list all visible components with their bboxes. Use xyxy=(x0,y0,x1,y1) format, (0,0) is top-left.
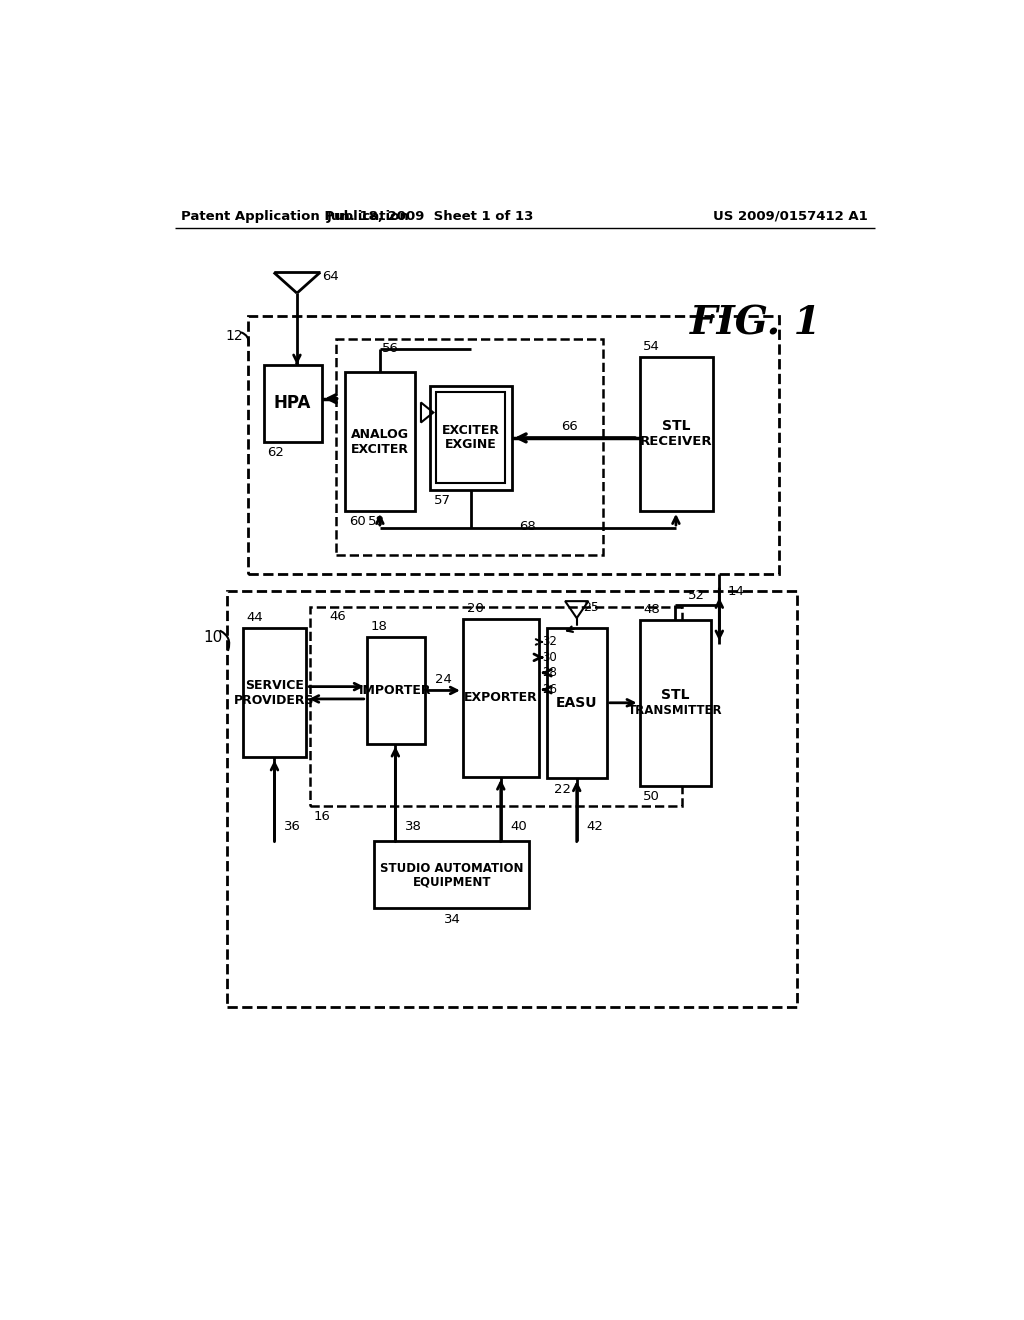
Text: 26: 26 xyxy=(542,684,557,696)
Text: FIG. 1: FIG. 1 xyxy=(690,305,821,343)
Bar xyxy=(263,364,322,442)
Text: EXGINE: EXGINE xyxy=(444,438,497,451)
Text: 32: 32 xyxy=(542,635,557,648)
Text: 16: 16 xyxy=(314,810,331,824)
Text: US 2009/0157412 A1: US 2009/0157412 A1 xyxy=(714,210,868,223)
Bar xyxy=(367,638,425,743)
Text: EQUIPMENT: EQUIPMENT xyxy=(413,875,492,888)
Text: STUDIO AUTOMATION: STUDIO AUTOMATION xyxy=(380,862,523,875)
Text: SERVICE: SERVICE xyxy=(245,678,304,692)
Text: 68: 68 xyxy=(519,520,537,533)
Text: EASU: EASU xyxy=(556,696,597,710)
Text: 58: 58 xyxy=(369,515,385,528)
Text: 30: 30 xyxy=(542,651,557,664)
Text: PROVIDERS: PROVIDERS xyxy=(234,694,314,708)
Text: 40: 40 xyxy=(510,820,526,833)
Bar xyxy=(640,358,713,511)
Text: 48: 48 xyxy=(643,603,660,616)
Text: 22: 22 xyxy=(554,783,571,796)
Text: IMPORTER: IMPORTER xyxy=(359,684,432,697)
Text: 28: 28 xyxy=(542,667,557,680)
Text: 60: 60 xyxy=(349,515,366,528)
Bar xyxy=(345,372,415,511)
Text: EXCITER: EXCITER xyxy=(441,425,500,437)
Text: Patent Application Publication: Patent Application Publication xyxy=(180,210,409,223)
Text: 18: 18 xyxy=(371,620,387,634)
Bar xyxy=(227,591,797,1007)
Text: HPA: HPA xyxy=(273,395,311,412)
Text: Jun. 18, 2009  Sheet 1 of 13: Jun. 18, 2009 Sheet 1 of 13 xyxy=(327,210,534,223)
Text: 54: 54 xyxy=(643,339,660,352)
Text: 57: 57 xyxy=(434,494,452,507)
Bar xyxy=(436,392,506,483)
Text: 46: 46 xyxy=(330,610,346,623)
Bar xyxy=(430,385,512,490)
Text: 42: 42 xyxy=(586,820,603,833)
Text: 52: 52 xyxy=(688,589,706,602)
Text: 38: 38 xyxy=(404,820,422,833)
Text: 14: 14 xyxy=(727,585,744,598)
Bar xyxy=(243,628,306,758)
Text: EXPORTER: EXPORTER xyxy=(464,690,538,704)
Bar xyxy=(640,620,711,785)
Bar xyxy=(336,339,603,554)
Text: EXCITER: EXCITER xyxy=(351,444,409,455)
Bar xyxy=(375,841,529,908)
Text: 56: 56 xyxy=(382,342,399,355)
Text: STL: STL xyxy=(660,688,689,702)
Text: 62: 62 xyxy=(267,446,285,459)
Text: 10: 10 xyxy=(204,630,223,645)
Text: 20: 20 xyxy=(467,602,483,615)
Text: TRANSMITTER: TRANSMITTER xyxy=(628,704,723,717)
Text: 25: 25 xyxy=(583,601,599,614)
Bar xyxy=(248,317,779,574)
Text: 36: 36 xyxy=(284,820,301,833)
Text: RECEIVER: RECEIVER xyxy=(640,436,713,449)
Text: 24: 24 xyxy=(435,673,452,686)
Text: 64: 64 xyxy=(322,269,339,282)
Text: STL: STL xyxy=(662,420,690,433)
Bar xyxy=(310,607,682,807)
Text: 66: 66 xyxy=(561,420,579,433)
Bar xyxy=(547,628,607,779)
Text: 50: 50 xyxy=(643,791,660,804)
Text: 34: 34 xyxy=(443,912,461,925)
Text: 12: 12 xyxy=(225,329,243,342)
Text: 44: 44 xyxy=(247,611,263,624)
Bar xyxy=(463,619,539,776)
Text: ANALOG: ANALOG xyxy=(351,428,409,441)
